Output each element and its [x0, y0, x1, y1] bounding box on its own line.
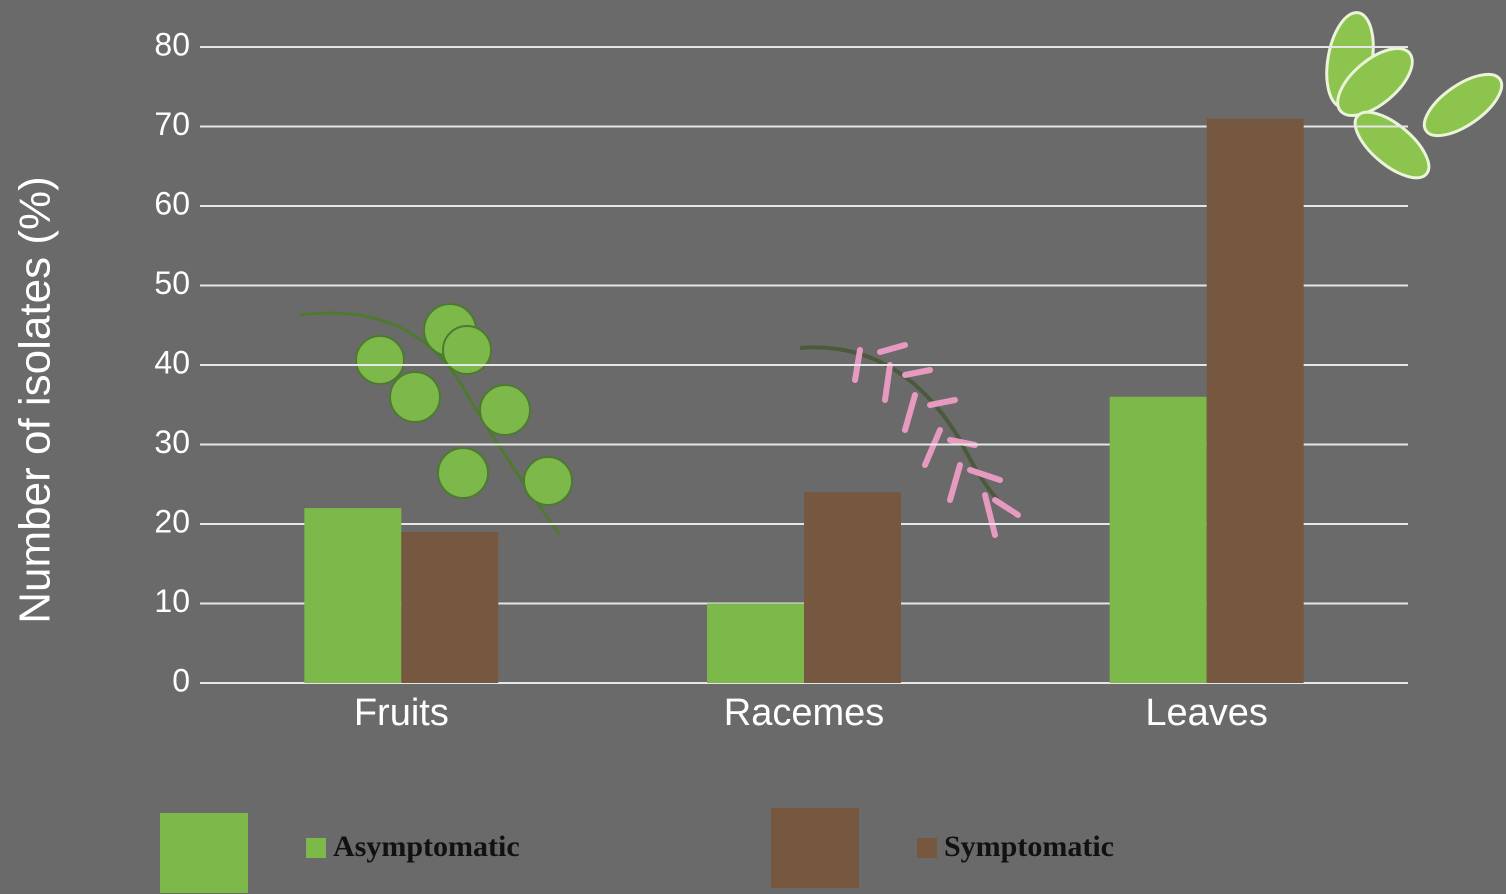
- y-tick-label: 20: [154, 503, 190, 539]
- legend-label: Symptomatic: [944, 830, 1114, 863]
- x-tick-label: Leaves: [1145, 692, 1268, 734]
- bar: [1109, 396, 1207, 683]
- bar: [304, 508, 402, 683]
- bar: [1206, 118, 1304, 684]
- x-tick-label: Fruits: [354, 692, 449, 734]
- legend-swatch-large: [160, 813, 248, 893]
- y-tick-label: 40: [154, 344, 190, 380]
- legend-swatch: [917, 838, 937, 858]
- y-tick-label: 80: [154, 26, 190, 62]
- legend-swatch-large: [771, 808, 859, 888]
- leaves-illustration: [1325, 11, 1504, 180]
- y-tick-label: 0: [172, 662, 190, 698]
- raceme-illustration: [799, 342, 1021, 538]
- legend-swatch: [306, 838, 326, 858]
- bar: [401, 531, 499, 683]
- y-tick-label: 60: [154, 185, 190, 221]
- x-tick-label: Racemes: [724, 692, 885, 734]
- y-tick-label: 70: [154, 106, 190, 142]
- y-tick-label: 30: [154, 424, 190, 460]
- fruit-illustration: [299, 303, 573, 536]
- y-tick-label: 50: [154, 265, 190, 301]
- legend-label: Asymptomatic: [333, 830, 520, 863]
- bar: [707, 603, 804, 683]
- y-axis-label: Number of isolates (%): [11, 176, 60, 623]
- y-tick-label: 10: [154, 583, 190, 619]
- bar: [804, 492, 901, 683]
